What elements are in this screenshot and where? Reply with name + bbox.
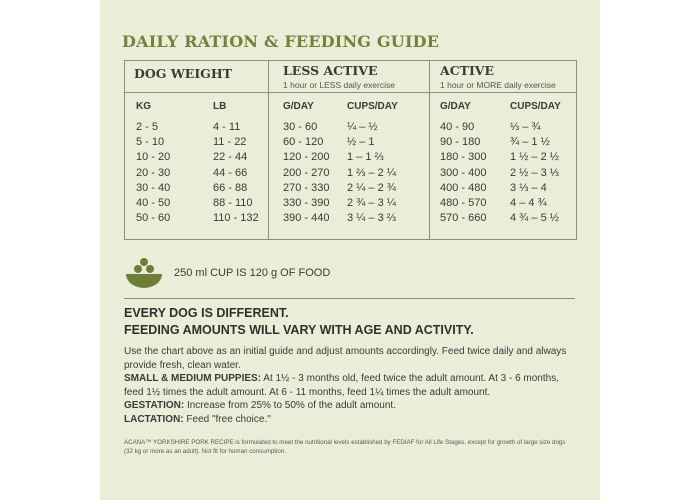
col-active-gday: 40 - 90 90 - 180 180 - 300 300 - 400 400… [440, 120, 486, 226]
group-active-sub: 1 hour or MORE daily exercise [440, 80, 556, 90]
cell-active-cups: 4 ¾ – 5 ½ [510, 212, 559, 225]
col-header-lb: LB [213, 101, 227, 112]
table-divider [125, 92, 576, 93]
cell-active-gday: 480 - 570 [440, 196, 487, 209]
cell-less-gday: 390 - 440 [283, 212, 330, 225]
col-active-cups: ⅓ – ¾ ¾ – 1 ½ 1 ½ – 2 ½ 2 ½ – 3 ⅓ 3 ⅓ – … [510, 120, 559, 226]
col-header-active-cups: CUPS/DAY [510, 101, 561, 112]
cell-kg: 5 - 10 [136, 136, 165, 149]
feeding-instructions: Use the chart above as an initial guide … [124, 345, 576, 427]
puppies-text: At 1½ - 3 months old, feed twice the adu… [124, 373, 559, 398]
col-less-cups: ¼ – ½ ½ – 1 1 – 1 ⅔ 1 ⅔ – 2 ¼ 2 ¼ – 2 ¾ … [347, 120, 396, 226]
cell-lb: 22 - 44 [213, 151, 248, 164]
cell-active-cups: ¾ – 1 ½ [510, 136, 550, 149]
col-lb: 4 - 11 11 - 22 22 - 44 44 - 66 66 - 88 8… [213, 120, 259, 226]
cell-lb: 66 - 88 [213, 181, 248, 194]
cell-active-cups: 2 ½ – 3 ⅓ [510, 166, 559, 179]
cup-note-text: 250 ml CUP IS 120 g OF FOOD [174, 267, 331, 279]
cell-less-cups: 2 ¼ – 2 ¾ [347, 181, 396, 194]
cell-kg: 40 - 50 [136, 196, 171, 209]
cell-active-cups: ⅓ – ¾ [510, 121, 541, 133]
intro-text: Use the chart above as an initial guide … [124, 346, 567, 371]
page-title: DAILY RATION & FEEDING GUIDE [122, 32, 440, 51]
col-header-less-gday: G/DAY [283, 101, 314, 112]
lactation-text: Feed "free choice." [183, 413, 271, 425]
col-less-gday: 30 - 60 60 - 120 120 - 200 200 - 270 270… [283, 120, 329, 226]
table-divider [268, 61, 269, 239]
cell-less-gday: 270 - 330 [283, 181, 330, 194]
gestation-label: GESTATION: [124, 400, 185, 412]
gestation-paragraph: GESTATION: Increase from 25% to 50% of t… [124, 399, 576, 413]
group-less-active-sub: 1 hour or LESS daily exercise [283, 80, 395, 90]
feeding-table [124, 60, 577, 240]
col-kg: 2 - 5 5 - 10 10 - 20 20 - 30 30 - 40 40 … [136, 120, 170, 226]
cell-active-gday: 40 - 90 [440, 121, 475, 133]
cell-less-gday: 120 - 200 [283, 151, 330, 164]
cell-active-gday: 90 - 180 [440, 136, 481, 149]
cell-active-cups: 4 – 4 ¾ [510, 196, 547, 209]
food-bowl-icon [124, 256, 164, 295]
lactation-paragraph: LACTATION: Feed "free choice." [124, 413, 576, 427]
puppies-paragraph: SMALL & MEDIUM PUPPIES: At 1½ - 3 months… [124, 372, 576, 399]
cell-active-gday: 300 - 400 [440, 166, 487, 179]
col-header-kg: KG [136, 101, 151, 112]
footnote: ACANA™ YORKSHIRE PORK RECIPE is formulat… [124, 439, 566, 455]
section-divider [124, 298, 575, 299]
cell-active-gday: 400 - 480 [440, 181, 487, 194]
cell-active-gday: 180 - 300 [440, 151, 487, 164]
cell-less-cups: ¼ – ½ [347, 121, 378, 133]
cell-less-gday: 200 - 270 [283, 166, 330, 179]
cell-kg: 20 - 30 [136, 166, 171, 179]
lactation-label: LACTATION: [124, 413, 184, 425]
cell-lb: 4 - 11 [213, 121, 241, 133]
cup-note: 250 ml CUP IS 120 g OF FOOD [124, 256, 424, 292]
cell-kg: 10 - 20 [136, 151, 171, 164]
cell-kg: 50 - 60 [136, 212, 171, 225]
cell-less-gday: 60 - 120 [283, 136, 324, 149]
cell-kg: 30 - 40 [136, 181, 171, 194]
cell-less-cups: 2 ¾ – 3 ¼ [347, 196, 396, 209]
cell-less-cups: 1 – 1 ⅔ [347, 151, 384, 164]
col-header-active-gday: G/DAY [440, 101, 471, 112]
group-dog-weight: DOG WEIGHT [134, 66, 232, 81]
cell-kg: 2 - 5 [136, 121, 159, 133]
cell-less-cups: ½ – 1 [347, 136, 375, 149]
cell-less-cups: 3 ¼ – 3 ⅔ [347, 212, 396, 225]
group-less-active: LESS ACTIVE [283, 63, 378, 78]
headline-line-1: EVERY DOG IS DIFFERENT. [124, 306, 289, 320]
cell-active-gday: 570 - 660 [440, 212, 487, 225]
cell-lb: 11 - 22 [213, 136, 247, 149]
cell-lb: 44 - 66 [213, 166, 248, 179]
cell-less-gday: 330 - 390 [283, 196, 330, 209]
cell-less-gday: 30 - 60 [283, 121, 318, 133]
col-header-less-cups: CUPS/DAY [347, 101, 398, 112]
headline: EVERY DOG IS DIFFERENT. FEEDING AMOUNTS … [124, 305, 474, 339]
cell-active-cups: 3 ⅓ – 4 [510, 181, 547, 194]
table-divider [429, 61, 430, 239]
puppies-label: SMALL & MEDIUM PUPPIES: [124, 373, 262, 385]
cell-active-cups: 1 ½ – 2 ½ [510, 151, 559, 164]
cell-less-cups: 1 ⅔ – 2 ¼ [347, 166, 396, 179]
feeding-guide-panel: DAILY RATION & FEEDING GUIDE DOG WEIGHT … [100, 0, 600, 500]
gestation-text: Increase from 25% to 50% of the adult am… [184, 400, 396, 412]
headline-line-2: FEEDING AMOUNTS WILL VARY WITH AGE AND A… [124, 323, 474, 337]
group-active: ACTIVE [440, 63, 495, 78]
cell-lb: 88 - 110 [213, 196, 253, 209]
cell-lb: 110 - 132 [213, 212, 259, 225]
